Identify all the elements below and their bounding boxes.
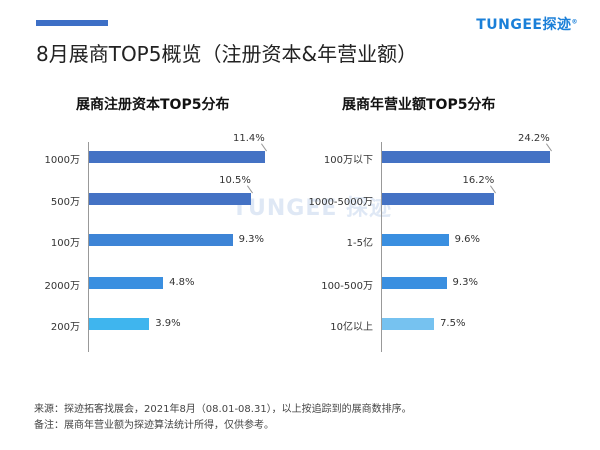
category-label: 1000-5000万 bbox=[308, 197, 373, 208]
bar bbox=[89, 277, 164, 289]
bar bbox=[89, 151, 265, 163]
bar bbox=[382, 277, 447, 289]
footnotes: 来源：探迹拓客找展会，2021年8月（08.01-08.31），以上按追踪到的展… bbox=[34, 402, 412, 434]
registered-capital-chart: 展商注册资本TOP5分布 1000万 11.4% 500万 10.5% 100万 9.3%… bbox=[0, 0, 300, 380]
category-label: 100万以下 bbox=[323, 155, 373, 166]
category-label: 2000万 bbox=[44, 281, 80, 292]
category-label: 10亿以上 bbox=[330, 322, 373, 333]
bar bbox=[89, 234, 233, 246]
chart-title: 展商注册资本TOP5分布 bbox=[76, 97, 230, 113]
value-label: 9.3% bbox=[452, 277, 478, 288]
bar bbox=[382, 193, 495, 205]
value-label: 10.5% bbox=[219, 175, 251, 186]
value-label: 4.8% bbox=[169, 277, 195, 288]
category-label: 500万 bbox=[50, 197, 80, 208]
category-label: 100万 bbox=[50, 238, 80, 249]
value-label: 16.2% bbox=[462, 175, 495, 186]
value-label: 9.6% bbox=[454, 234, 481, 245]
category-label: 1-5亿 bbox=[346, 238, 373, 249]
page-title: 8月展商TOP5概览（注册资本&年营业额） bbox=[36, 42, 418, 66]
header-accent-bar bbox=[36, 20, 108, 26]
brand-logo: TUNGEE探迹® bbox=[476, 17, 578, 33]
category-label: 100-500万 bbox=[321, 281, 373, 292]
bar bbox=[382, 151, 550, 163]
bar bbox=[382, 234, 449, 246]
annual-revenue-chart: 展商年营业额TOP5分布 100万以下 24.2% 1000-5000万 16.2% 1… bbox=[300, 0, 600, 380]
chart-title: 展商年营业额TOP5分布 bbox=[342, 97, 496, 113]
value-label: 3.9% bbox=[155, 318, 181, 329]
bar bbox=[89, 193, 252, 205]
value-label: 11.4% bbox=[233, 133, 265, 144]
bar bbox=[382, 318, 435, 330]
category-label: 1000万 bbox=[44, 155, 80, 166]
watermark: TUNGEE 探迹 bbox=[232, 196, 393, 221]
bar bbox=[89, 318, 150, 330]
value-label: 9.3% bbox=[238, 234, 264, 245]
value-label: 24.2% bbox=[518, 133, 550, 144]
value-label: 7.5% bbox=[440, 318, 466, 329]
category-axis bbox=[88, 142, 89, 352]
category-label: 200万 bbox=[50, 322, 80, 333]
remark-note: 备注：展商年营业额为探迹算法统计所得，仅供参考。 bbox=[34, 420, 274, 431]
source-note: 来源：探迹拓客找展会，2021年8月（08.01-08.31），以上按追踪到的展… bbox=[34, 404, 412, 415]
category-axis bbox=[381, 142, 382, 352]
